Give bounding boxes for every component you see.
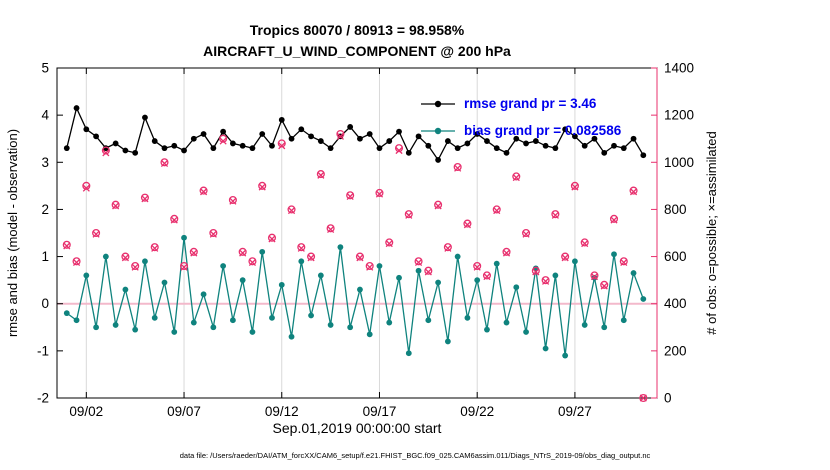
left-tick-label: 5 <box>41 61 49 76</box>
left-tick-label: 2 <box>41 202 49 217</box>
right-tick-label: 0 <box>664 391 672 406</box>
legend-label-rmse: rmse grand pr = 3.46 <box>464 96 597 111</box>
legend-item-rmse: rmse grand pr = 3.46 <box>420 90 621 117</box>
left-tick-label: 1 <box>41 249 49 264</box>
x-tick-label: 09/17 <box>363 404 397 419</box>
x-tick-label: 09/22 <box>460 404 494 419</box>
bias-line-marker-icon <box>421 127 455 134</box>
left-tick-label: -1 <box>37 343 49 358</box>
title-line-1: Tropics 80070 / 80913 = 98.958% <box>249 22 465 38</box>
right-tick-label: 400 <box>664 296 687 311</box>
x-tick-label: 09/12 <box>265 404 299 419</box>
legend-label-bias: bias grand pr = 0.082586 <box>464 123 622 138</box>
chart-title: Tropics 80070 / 80913 = 98.958% AIRCRAFT… <box>57 20 657 62</box>
x-tick-label: 09/27 <box>558 404 592 419</box>
left-tick-label: 4 <box>41 108 49 123</box>
left-tick-label: 3 <box>41 155 49 170</box>
x-axis-title: Sep.01,2019 00:00:00 start <box>273 420 442 436</box>
rmse-line-marker-icon <box>421 100 455 107</box>
legend-item-bias: bias grand pr = 0.082586 <box>420 117 621 144</box>
right-tick-label: 1000 <box>664 155 694 170</box>
right-tick-label: 600 <box>664 249 687 264</box>
left-tick-label: 0 <box>41 296 49 311</box>
left-tick-label: -2 <box>37 391 49 406</box>
right-tick-label: 800 <box>664 202 687 217</box>
data-file-caption: data file: /Users/raeder/DAI/ATM_forcXX/… <box>180 451 651 460</box>
left-axis-title: rmse and bias (model - observation) <box>5 129 20 337</box>
title-line-2: AIRCRAFT_U_WIND_COMPONENT @ 200 hPa <box>203 43 511 59</box>
right-tick-label: 1200 <box>664 108 694 123</box>
x-tick-label: 09/07 <box>167 404 201 419</box>
right-axis-title: # of obs: o=possible; ×=assimilated <box>704 131 719 334</box>
right-tick-label: 1400 <box>664 61 694 76</box>
x-tick-label: 09/02 <box>69 404 103 419</box>
legend: rmse grand pr = 3.46 bias grand pr = 0.0… <box>420 90 621 144</box>
right-tick-label: 200 <box>664 343 687 358</box>
